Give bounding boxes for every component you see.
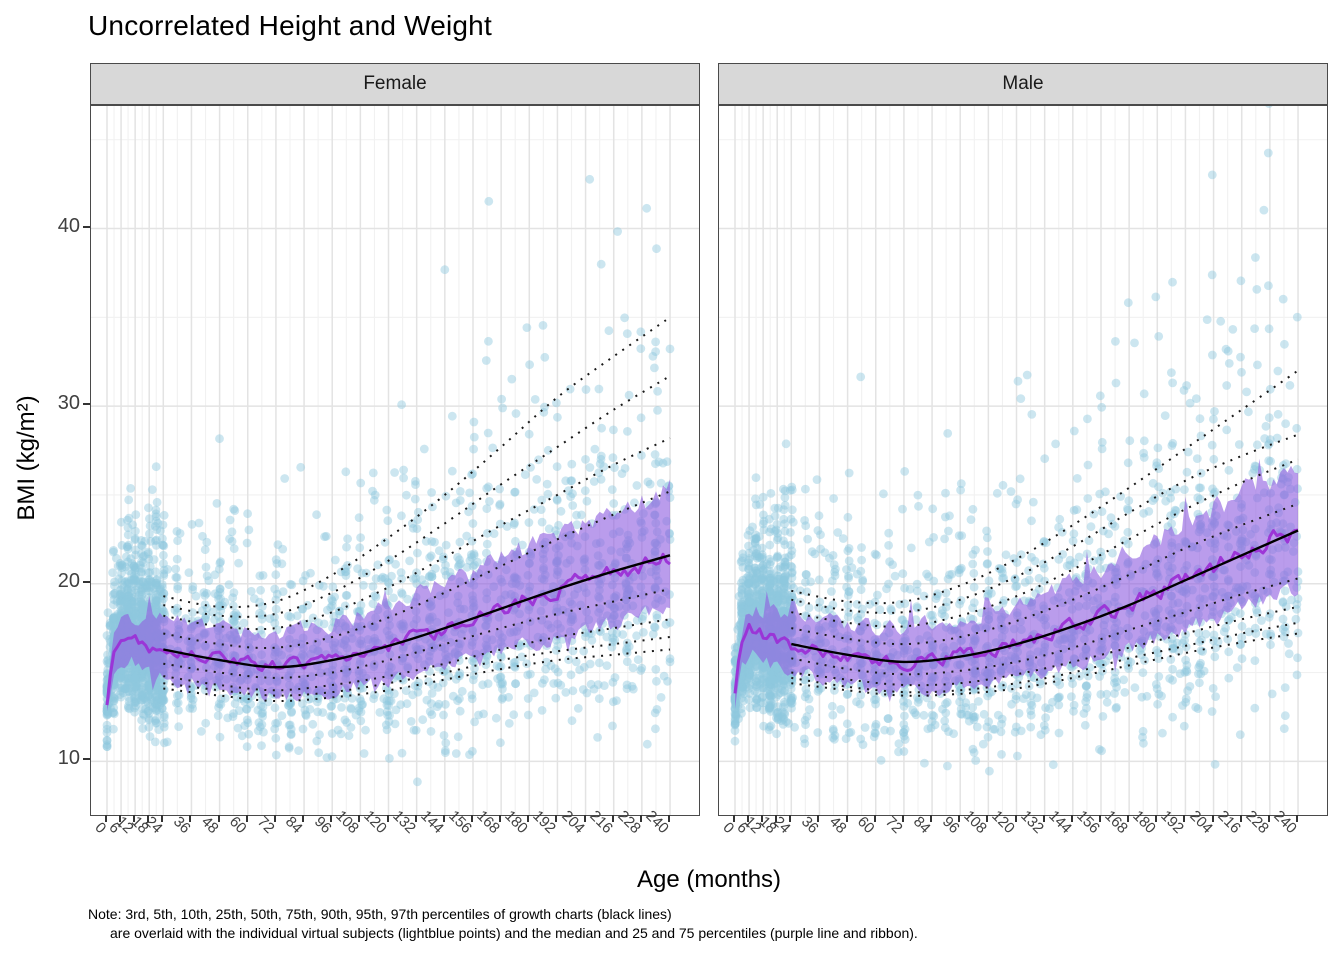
x-tick-mark [189, 815, 192, 822]
y-tick-mark [83, 758, 90, 761]
x-tick-mark [901, 815, 904, 822]
percentile-p75-line [791, 502, 1299, 646]
percentile-p10-line [791, 605, 1299, 687]
x-tick-mark [639, 815, 642, 822]
x-tick-mark [817, 815, 820, 822]
x-tick-mark [1070, 815, 1073, 822]
x-tick-mark [302, 815, 305, 822]
x-tick-mark [273, 815, 276, 822]
x-tick-mark [1127, 815, 1130, 822]
facet-strip-male-label: Male [1002, 73, 1044, 94]
facet-strip-male: Male [718, 63, 1328, 105]
grid-major [719, 106, 1327, 815]
facet-strip-female-label: Female [363, 73, 427, 94]
x-tick-mark [1014, 815, 1017, 822]
panel-female [90, 104, 700, 816]
x-tick-mark [555, 815, 558, 822]
x-tick-mark [133, 815, 136, 822]
x-tick-mark [1042, 815, 1045, 822]
percentile-p5-line [791, 621, 1299, 694]
x-tick-mark [668, 815, 671, 822]
x-tick-mark [583, 815, 586, 822]
x-tick-mark [733, 815, 735, 822]
x-tick-mark [611, 815, 614, 822]
y-tick-label-30: 30 [57, 392, 80, 415]
x-axis-title: Age (months) [636, 866, 782, 893]
x-tick-mark [1211, 815, 1214, 822]
percentile-p50-line [791, 529, 1299, 664]
growth-percentile-lines [791, 369, 1299, 697]
x-tick-mark [245, 815, 248, 822]
x-tick-mark [845, 815, 848, 822]
caption-note-line2: are overlaid with the individual virtual… [110, 925, 918, 941]
percentile-p75-line [163, 490, 671, 649]
y-tick-label-40: 40 [57, 214, 80, 237]
x-tick-mark [386, 815, 389, 822]
percentile-p25-line [163, 588, 671, 679]
x-tick-mark [747, 815, 750, 822]
percentile-p25-line [791, 577, 1299, 676]
x-tick-mark [958, 815, 961, 822]
percentile-p97-line [163, 316, 671, 609]
x-tick-mark [1098, 815, 1101, 822]
x-tick-mark [527, 815, 530, 822]
y-tick-mark [83, 580, 90, 583]
percentile-p90-line [791, 458, 1299, 628]
x-tick-mark [161, 815, 164, 822]
x-tick-mark [105, 815, 107, 822]
grid-minor [91, 106, 699, 815]
x-tick-mark [930, 815, 933, 822]
iqr-ribbon-male [735, 458, 1298, 709]
percentile-p3-line [791, 632, 1299, 697]
y-tick-mark [83, 403, 90, 406]
facet-plot-female [91, 106, 699, 815]
percentile-p10-line [163, 618, 671, 692]
x-tick-mark [442, 815, 445, 822]
x-tick-mark [789, 815, 792, 822]
x-tick-mark [499, 815, 502, 822]
x-tick-mark [119, 815, 122, 822]
x-tick-mark [470, 815, 473, 822]
x-tick-mark [1183, 815, 1186, 822]
x-tick-label-0: 0 [719, 819, 737, 838]
x-tick-mark [761, 815, 764, 822]
percentile-p50-line [163, 554, 671, 669]
iqr-ribbon-female [107, 479, 670, 712]
panel-male [718, 104, 1328, 816]
y-axis-title: BMI (kg/m²) [13, 395, 40, 521]
median-line-female [105, 552, 671, 706]
caption-note-line1: Note: 3rd, 5th, 10th, 25th, 50th, 75th, … [88, 906, 672, 922]
percentile-p5-line [163, 636, 671, 697]
percentile-p3-line [163, 648, 671, 703]
x-tick-mark [330, 815, 333, 822]
x-tick-mark [1239, 815, 1242, 822]
x-tick-mark [1296, 815, 1299, 822]
x-tick-mark [358, 815, 361, 822]
facet-plot-male [719, 106, 1327, 815]
x-tick-mark [147, 815, 150, 822]
x-tick-mark [1267, 815, 1270, 822]
y-tick-label-10: 10 [57, 747, 80, 770]
y-tick-mark [83, 225, 90, 228]
x-tick-mark [217, 815, 220, 822]
x-tick-label-0: 0 [91, 819, 109, 838]
x-tick-mark [1155, 815, 1158, 822]
percentile-p97-line [791, 369, 1299, 605]
x-tick-mark [414, 815, 417, 822]
facet-strip-female: Female [90, 63, 700, 105]
x-tick-mark [775, 815, 778, 822]
percentile-p90-line [163, 437, 671, 631]
plot-title: Uncorrelated Height and Weight [88, 10, 492, 41]
percentile-p95-line [791, 433, 1299, 614]
caption-note: Note: 3rd, 5th, 10th, 25th, 50th, 75th, … [88, 905, 918, 943]
x-tick-mark [873, 815, 876, 822]
y-tick-label-20: 20 [57, 569, 80, 592]
growth-percentile-lines [163, 316, 671, 703]
x-tick-mark [986, 815, 989, 822]
